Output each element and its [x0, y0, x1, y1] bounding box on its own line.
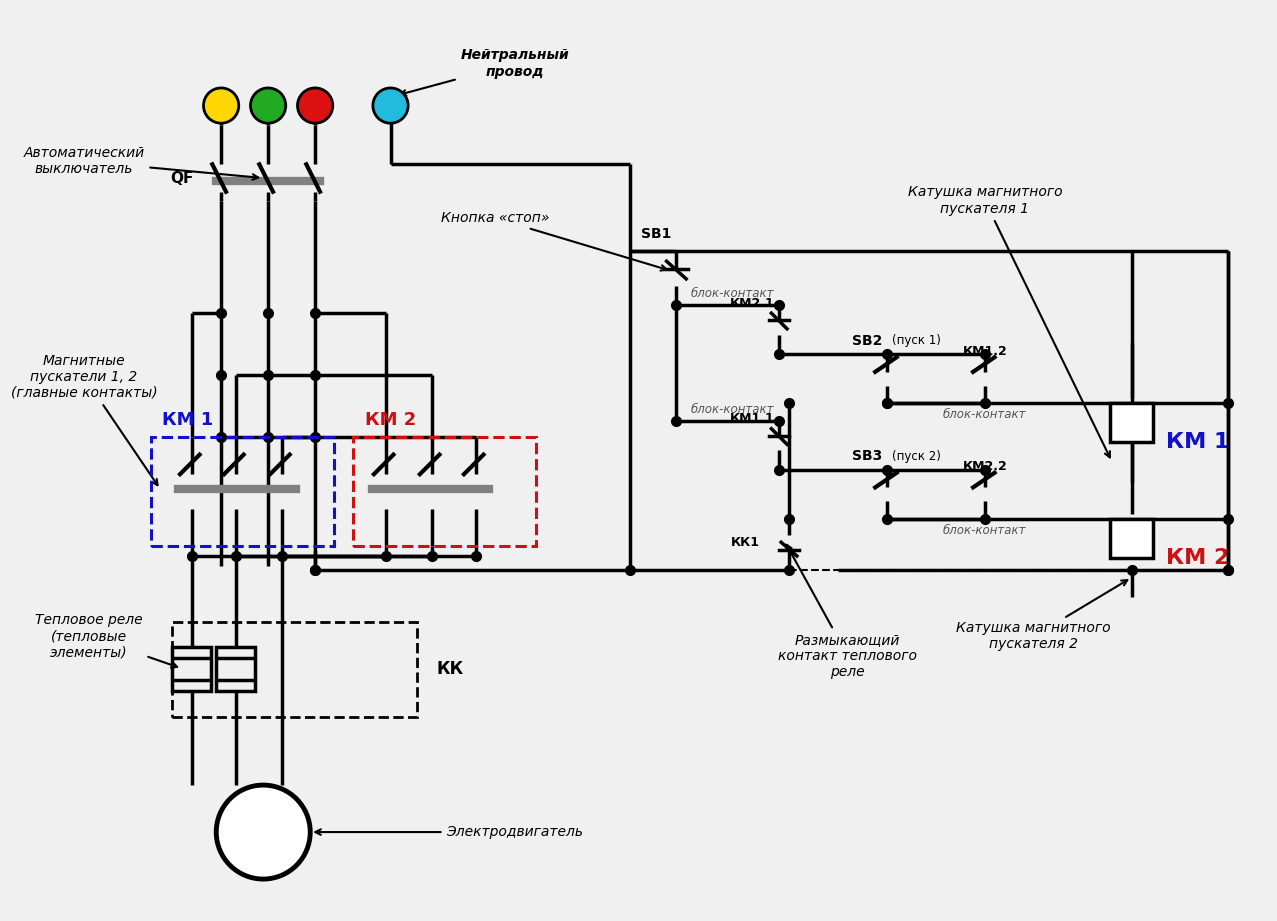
Text: (пуск 1): (пуск 1)	[891, 334, 941, 347]
Circle shape	[250, 87, 286, 123]
Text: SB2: SB2	[852, 333, 882, 347]
Bar	[354, 437, 536, 546]
Text: Автоматический
выключатель: Автоматический выключатель	[23, 146, 258, 180]
Text: КМ2.2: КМ2.2	[963, 460, 1008, 473]
Text: блок-контакт: блок-контакт	[944, 524, 1027, 537]
Text: A: A	[216, 99, 226, 112]
Text: Магнитные
пускатели 1, 2
(главные контакты): Магнитные пускатели 1, 2 (главные контак…	[10, 354, 157, 485]
Text: КМ 2: КМ 2	[365, 411, 416, 429]
Text: SB3: SB3	[852, 449, 882, 463]
Bar	[172, 647, 211, 691]
Circle shape	[216, 785, 310, 879]
Circle shape	[298, 87, 333, 123]
Text: блок-контакт: блок-контакт	[944, 409, 1027, 422]
Text: Тепловое реле
(тепловые
элементы): Тепловое реле (тепловые элементы)	[36, 613, 178, 668]
Text: Электродвигатель: Электродвигатель	[315, 825, 584, 839]
Bar	[1110, 403, 1153, 442]
Text: КМ 1: КМ 1	[162, 411, 213, 429]
Text: (пуск 2): (пуск 2)	[891, 449, 941, 462]
Text: Нейтральный
провод: Нейтральный провод	[400, 49, 570, 96]
Text: Кнопка «стоп»: Кнопка «стоп»	[441, 211, 667, 271]
Bar	[1110, 519, 1153, 558]
Text: КМ1.2: КМ1.2	[963, 344, 1008, 358]
Text: КК1: КК1	[730, 536, 760, 549]
Text: N: N	[384, 99, 396, 112]
Text: блок-контакт: блок-контакт	[691, 402, 774, 415]
Text: КМ 1: КМ 1	[1166, 432, 1230, 452]
Text: М: М	[248, 818, 278, 846]
Text: Катушка магнитного
пускателя 1: Катушка магнитного пускателя 1	[908, 185, 1110, 458]
Text: КМ 2: КМ 2	[1166, 548, 1230, 568]
Text: Катушка магнитного
пускателя 2: Катушка магнитного пускателя 2	[956, 580, 1128, 651]
Text: C: C	[310, 99, 321, 112]
Text: SB1: SB1	[641, 227, 672, 240]
Circle shape	[373, 87, 409, 123]
Text: КМ2.1: КМ2.1	[729, 297, 774, 309]
Bar	[216, 647, 255, 691]
Text: КК: КК	[437, 659, 464, 678]
Bar	[172, 622, 418, 717]
Text: QF: QF	[170, 170, 194, 185]
Text: Размыкающий
контакт теплового
реле: Размыкающий контакт теплового реле	[778, 544, 917, 679]
Text: КМ1.1: КМ1.1	[729, 413, 774, 426]
Bar	[151, 437, 333, 546]
Circle shape	[203, 87, 239, 123]
Text: B: B	[263, 99, 273, 112]
Text: блок-контакт: блок-контакт	[691, 287, 774, 300]
